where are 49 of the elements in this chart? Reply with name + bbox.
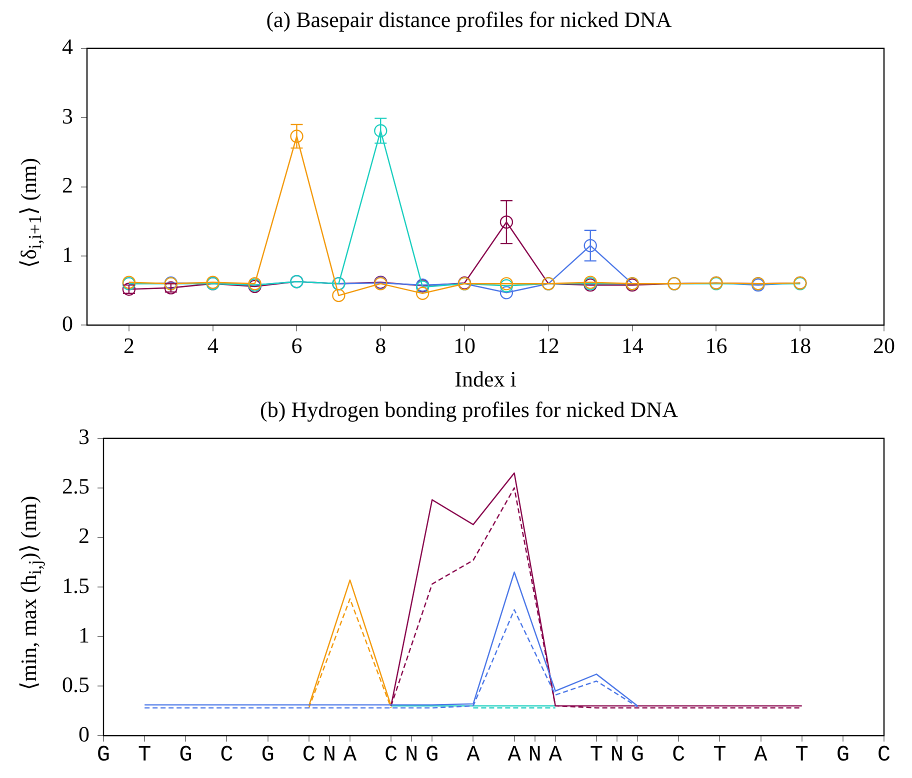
x-tick-label: A: [754, 742, 768, 768]
x-tick-label: A: [466, 742, 481, 768]
x-tick-label: N: [404, 742, 418, 768]
x-axis-title: Index i: [454, 366, 516, 392]
chart-title: (a) Basepair distance profiles for nicked DNA: [266, 6, 672, 32]
y-tick-label: 2.5: [62, 474, 90, 499]
x-tick-label: T: [795, 742, 808, 768]
y-tick-label: 0.5: [62, 672, 90, 697]
x-tick-label: A: [343, 742, 358, 768]
x-tick-label: C: [877, 742, 891, 768]
y-tick-label: 2: [78, 523, 90, 548]
y-tick-label: 3: [78, 424, 90, 450]
x-tick-label: C: [302, 742, 316, 768]
chart-title: (b) Hydrogen bonding profiles for nicked DNA: [260, 396, 678, 422]
y-tick-label: 4: [62, 34, 73, 60]
x-tick-label: G: [426, 742, 439, 768]
x-tick-label: 12: [537, 333, 560, 358]
y-tick-label: 0: [62, 310, 73, 336]
x-tick-label: N: [322, 742, 336, 768]
x-tick-label: 4: [207, 333, 218, 358]
x-tick-label: 18: [789, 333, 812, 358]
x-tick-label: G: [96, 742, 110, 768]
x-tick-label: 6: [291, 333, 302, 358]
x-tick-label: 20: [873, 333, 895, 358]
x-tick-label: C: [220, 742, 234, 768]
x-tick-label: C: [384, 742, 398, 768]
x-tick-label: G: [630, 742, 644, 768]
x-tick-label: A: [508, 742, 522, 768]
x-tick-label: 10: [454, 333, 476, 358]
x-tick-label: 16: [705, 333, 728, 358]
x-tick-label: 14: [621, 333, 644, 358]
x-tick-label: C: [672, 742, 686, 768]
x-tick-label: 2: [123, 333, 134, 358]
x-tick-label: A: [548, 742, 563, 768]
x-tick-label: T: [590, 742, 604, 768]
x-tick-label: T: [713, 742, 726, 768]
x-tick-label: G: [179, 742, 192, 768]
x-tick-label: T: [138, 742, 152, 768]
y-tick-label: 1: [78, 622, 90, 648]
x-tick-label: G: [836, 742, 850, 768]
y-tick-label: 3: [62, 103, 73, 128]
y-tick-label: 2: [62, 172, 73, 198]
y-tick-label: 1: [62, 242, 73, 267]
x-tick-label: N: [528, 742, 542, 768]
x-tick-label: 8: [375, 333, 386, 358]
x-tick-label: N: [610, 742, 624, 768]
y-tick-label: 0: [78, 721, 90, 746]
x-tick-label: G: [261, 742, 274, 768]
y-tick-label: 1.5: [62, 572, 90, 598]
